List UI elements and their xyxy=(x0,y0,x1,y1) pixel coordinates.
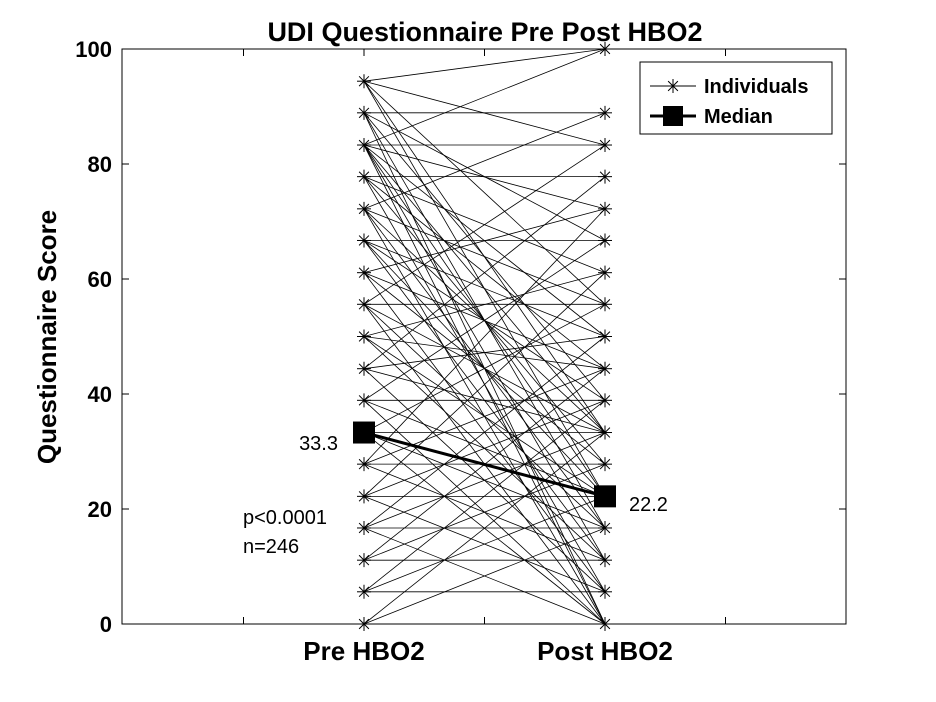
individual-marker-post xyxy=(598,393,612,408)
individual-line xyxy=(363,208,606,465)
legend-median-label: Median xyxy=(704,106,773,128)
median-series xyxy=(353,421,616,508)
individual-line xyxy=(363,495,606,593)
individual-marker-post xyxy=(598,169,612,184)
x-tick-label: Pre HBO2 xyxy=(303,636,424,666)
individual-line xyxy=(363,400,606,593)
individual-marker-post xyxy=(598,584,612,599)
x-axis-ticks: Pre HBO2 Post HBO2 xyxy=(243,49,726,666)
individual-line xyxy=(363,176,606,370)
individual-marker-post xyxy=(598,233,612,248)
median-post-label: 22.2 xyxy=(629,494,668,516)
individual-marker-pre xyxy=(357,169,371,184)
individual-marker-pre xyxy=(357,265,371,280)
individual-marker-post xyxy=(598,425,612,440)
individual-line xyxy=(363,336,606,370)
individual-marker-pre xyxy=(357,457,371,472)
legend-asterisk xyxy=(666,79,680,93)
individual-marker-pre xyxy=(357,297,371,312)
individual-line xyxy=(363,112,606,210)
individual-marker-pre xyxy=(357,520,371,535)
individual-marker-pre xyxy=(357,138,371,153)
y-tick-label: 20 xyxy=(88,497,112,522)
individual-markers xyxy=(357,42,612,631)
legend-median-marker xyxy=(663,106,683,126)
individual-line xyxy=(363,303,606,433)
individual-marker-pre xyxy=(357,233,371,248)
individual-marker-post xyxy=(598,297,612,312)
x-tick-label: Post HBO2 xyxy=(537,636,673,666)
individual-line xyxy=(363,144,606,305)
individual-marker-pre xyxy=(357,489,371,504)
y-tick-label: 60 xyxy=(88,267,112,292)
individual-line xyxy=(363,432,606,529)
p-value-annotation: p<0.0001 xyxy=(243,507,327,529)
individual-marker-post xyxy=(598,42,612,56)
legend-individuals-label: Individuals xyxy=(704,76,808,98)
individual-marker-pre xyxy=(357,361,371,376)
individual-line xyxy=(363,48,606,82)
individual-line xyxy=(363,432,606,625)
individual-marker-post xyxy=(598,520,612,535)
individual-marker-pre xyxy=(357,584,371,599)
legend: Individuals Median xyxy=(639,61,833,135)
individual-line xyxy=(363,272,606,337)
y-tick-label: 80 xyxy=(88,152,112,177)
individual-line xyxy=(363,368,606,465)
y-tick-label: 40 xyxy=(88,382,112,407)
median-marker-post xyxy=(594,485,616,508)
individual-marker-pre xyxy=(357,74,371,89)
individual-line xyxy=(363,272,606,497)
y-tick-label: 0 xyxy=(100,612,112,637)
individual-line xyxy=(363,527,606,625)
individual-marker-pre xyxy=(357,105,371,120)
individual-line xyxy=(363,240,606,337)
y-axis-ticks: 0 20 40 60 80 100 xyxy=(75,37,846,637)
y-tick-label: 100 xyxy=(75,37,112,62)
individual-marker-post xyxy=(598,265,612,280)
y-axis-label: Questionnaire Score xyxy=(32,210,62,464)
individual-line xyxy=(363,48,606,146)
individual-marker-pre xyxy=(357,617,371,631)
individual-marker-post xyxy=(598,105,612,120)
individual-line xyxy=(363,336,606,529)
individual-marker-post xyxy=(598,138,612,153)
individual-marker-post xyxy=(598,617,612,631)
chart-title: UDI Questionnaire Pre Post HBO2 xyxy=(267,17,702,47)
n-annotation: n=246 xyxy=(243,536,299,558)
legend-individuals-marker xyxy=(666,79,680,93)
individual-marker-post xyxy=(598,329,612,344)
individual-line xyxy=(363,399,606,497)
individual-line xyxy=(363,240,606,401)
median-marker-pre xyxy=(353,421,375,444)
individual-marker-post xyxy=(598,553,612,568)
individual-marker-pre xyxy=(357,329,371,344)
individual-marker-pre xyxy=(357,393,371,408)
individual-marker-pre xyxy=(357,553,371,568)
individual-marker-post xyxy=(598,457,612,472)
median-line xyxy=(363,431,606,498)
individual-marker-pre xyxy=(357,201,371,216)
individual-marker-post xyxy=(598,361,612,376)
individual-line xyxy=(363,463,606,561)
individual-marker-post xyxy=(598,201,612,216)
median-pre-label: 33.3 xyxy=(299,433,338,455)
individual-line xyxy=(363,208,606,305)
individual-line xyxy=(363,208,606,274)
